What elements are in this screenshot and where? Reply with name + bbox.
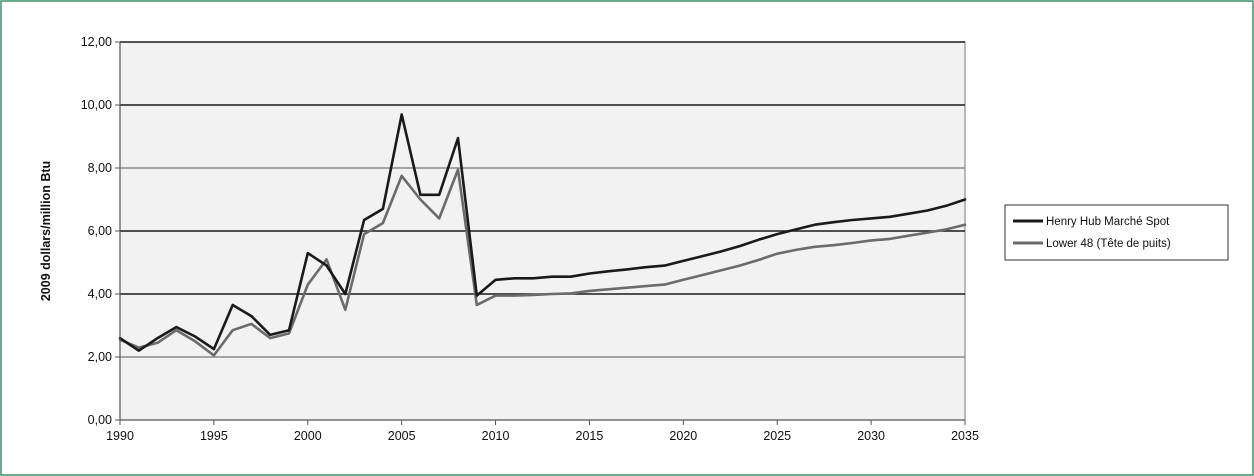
series-line-henry-hub [118, 113, 967, 353]
y-tick-label: 8,00 [88, 161, 112, 175]
y-axis-title: 2009 dollars/million Btu [39, 161, 53, 301]
x-axis-ticks: 1990 1995 2000 2005 2010 2015 2020 2025 2030 2035 [106, 420, 979, 443]
y-axis-ticks: 0,00 2,00 4,00 6,00 8,00 10,00 12,00 [81, 35, 120, 427]
x-tick-label: 2025 [763, 429, 791, 443]
y-tick-label: 12,00 [81, 35, 112, 49]
y-tick-label: 0,00 [88, 413, 112, 427]
y-tick-label: 4,00 [88, 287, 112, 301]
y-tick-label: 6,00 [88, 224, 112, 238]
series-lines [118, 113, 967, 357]
x-tick-label: 2000 [294, 429, 322, 443]
x-tick-label: 1990 [106, 429, 134, 443]
y-tick-label: 2,00 [88, 350, 112, 364]
legend-label-lower-48: Lower 48 (Tête de puits) [1046, 238, 1171, 250]
x-tick-label: 2005 [388, 429, 416, 443]
x-tick-label: 2020 [669, 429, 697, 443]
legend-label-henry-hub: Henry Hub Marché Spot [1046, 216, 1170, 228]
x-tick-label: 1995 [200, 429, 228, 443]
x-tick-label: 2010 [482, 429, 510, 443]
series-line-lower-48 [118, 168, 967, 357]
x-tick-label: 2030 [857, 429, 885, 443]
legend-box [1004, 204, 1229, 261]
x-tick-label: 2015 [576, 429, 604, 443]
y-tick-label: 10,00 [81, 98, 112, 112]
legend: Henry Hub Marché Spot Lower 48 (Tête de … [1004, 204, 1229, 261]
x-tick-label: 2035 [951, 429, 979, 443]
